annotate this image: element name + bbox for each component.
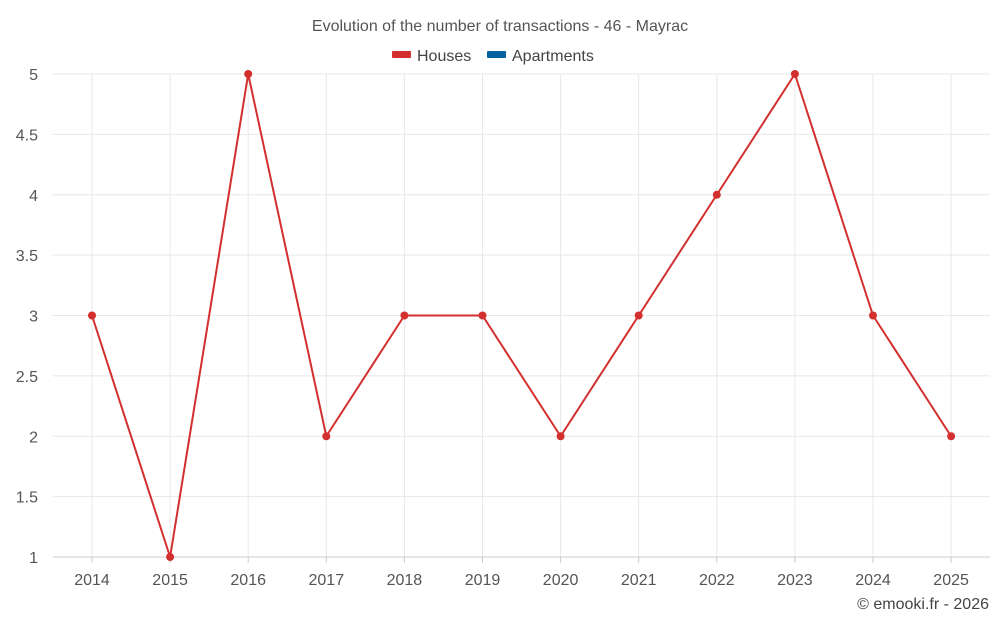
data-point-houses[interactable] xyxy=(947,432,956,441)
data-point-houses[interactable] xyxy=(166,553,175,561)
x-tick-label: 2016 xyxy=(230,572,266,589)
y-tick-label: 4 xyxy=(29,188,38,205)
legend-item-apartments[interactable]: Apartments xyxy=(487,48,594,65)
x-tick-label: 2020 xyxy=(543,572,579,589)
legend: Houses Apartments xyxy=(392,48,594,65)
data-point-houses[interactable] xyxy=(478,311,487,320)
x-tick-label: 2019 xyxy=(465,572,501,589)
y-tick-label: 5 xyxy=(29,67,38,84)
x-tick-label: 2021 xyxy=(621,572,657,589)
footer-credit: © emooki.fr - 2026 xyxy=(857,596,989,613)
x-tick-label: 2015 xyxy=(152,572,188,589)
y-tick-label: 3.5 xyxy=(16,248,38,265)
y-tick-label: 1 xyxy=(29,550,38,567)
data-point-houses[interactable] xyxy=(712,190,721,199)
x-tick-label: 2024 xyxy=(855,572,891,589)
data-point-houses[interactable] xyxy=(634,311,643,320)
data-point-houses[interactable] xyxy=(88,311,96,320)
data-point-houses[interactable] xyxy=(790,70,799,78)
legend-swatch-houses xyxy=(392,51,411,58)
legend-swatch-apartments xyxy=(487,51,506,58)
x-tick-label: 2025 xyxy=(933,572,969,589)
chart-title: Evolution of the number of transactions … xyxy=(312,18,688,35)
x-tick-label: 2018 xyxy=(387,572,423,589)
data-point-houses[interactable] xyxy=(244,70,253,78)
legend-item-houses[interactable]: Houses xyxy=(392,48,471,65)
grid xyxy=(53,73,990,557)
legend-label-apartments: Apartments xyxy=(512,48,594,65)
y-tick-label: 2.5 xyxy=(16,369,38,386)
data-point-houses[interactable] xyxy=(869,311,877,320)
axes: 1 1.5 2 2.5 3 3.5 4 4.5 5 2014 2015 2016 2017 2018 201… xyxy=(16,67,990,589)
x-tick-label: 2014 xyxy=(74,572,110,589)
x-tick-label: 2022 xyxy=(699,572,735,589)
x-tick-label: 2023 xyxy=(777,572,813,589)
legend-label-houses: Houses xyxy=(417,48,471,65)
data-point-houses[interactable] xyxy=(322,432,331,441)
series-line-houses xyxy=(91,73,952,558)
series-layer xyxy=(88,70,956,561)
x-tick-label: 2017 xyxy=(309,572,345,589)
y-tick-label: 3 xyxy=(29,309,38,326)
y-tick-label: 1.5 xyxy=(16,490,38,507)
y-tick-label: 2 xyxy=(29,429,38,446)
data-point-houses[interactable] xyxy=(400,311,409,320)
y-tick-label: 4.5 xyxy=(16,127,38,144)
data-point-houses[interactable] xyxy=(556,432,565,441)
